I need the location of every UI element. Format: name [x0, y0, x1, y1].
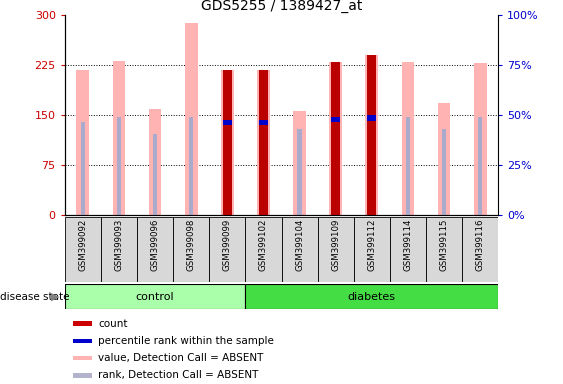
Bar: [259, 120, 268, 125]
Bar: [137, 217, 173, 282]
Text: GSM399093: GSM399093: [114, 219, 123, 271]
Text: GSM399098: GSM399098: [187, 219, 196, 271]
Bar: [259, 70, 268, 215]
Text: GSM399116: GSM399116: [476, 219, 485, 271]
Bar: [223, 120, 232, 125]
Bar: [245, 284, 498, 309]
Bar: [331, 62, 340, 215]
Text: percentile rank within the sample: percentile rank within the sample: [98, 336, 274, 346]
Text: GSM399114: GSM399114: [404, 219, 413, 271]
Bar: [117, 116, 121, 215]
Bar: [365, 55, 378, 215]
Text: rank, Detection Call = ABSENT: rank, Detection Call = ABSENT: [98, 371, 258, 381]
Text: GSM399109: GSM399109: [331, 219, 340, 271]
Bar: [390, 217, 426, 282]
Bar: [245, 217, 282, 282]
Bar: [401, 62, 414, 215]
Bar: [77, 70, 89, 215]
Bar: [282, 217, 318, 282]
Text: value, Detection Call = ABSENT: value, Detection Call = ABSENT: [98, 353, 263, 363]
Bar: [149, 109, 162, 215]
Bar: [73, 356, 92, 360]
Bar: [73, 339, 92, 343]
Bar: [153, 134, 157, 215]
Text: disease state: disease state: [0, 291, 73, 302]
Bar: [209, 217, 245, 282]
Bar: [101, 217, 137, 282]
Bar: [257, 70, 270, 215]
Bar: [462, 217, 498, 282]
Bar: [329, 62, 342, 215]
Bar: [318, 217, 354, 282]
Bar: [113, 61, 125, 215]
Text: control: control: [136, 291, 175, 302]
Bar: [221, 70, 234, 215]
Bar: [81, 122, 85, 215]
Text: GSM399099: GSM399099: [223, 219, 232, 271]
Text: count: count: [98, 319, 128, 329]
Bar: [189, 116, 193, 215]
Text: GSM399092: GSM399092: [78, 219, 87, 271]
Text: GSM399102: GSM399102: [259, 219, 268, 271]
Bar: [65, 217, 101, 282]
Bar: [73, 321, 92, 326]
Text: GSM399115: GSM399115: [440, 219, 449, 271]
Bar: [297, 129, 302, 215]
Text: GSM399104: GSM399104: [295, 219, 304, 271]
Bar: [73, 373, 92, 377]
Bar: [442, 129, 446, 215]
Bar: [438, 103, 450, 215]
Text: ▶: ▶: [51, 291, 59, 302]
Text: GSM399112: GSM399112: [367, 219, 376, 271]
Text: GSM399096: GSM399096: [150, 219, 159, 271]
Bar: [367, 55, 376, 215]
Bar: [354, 217, 390, 282]
Bar: [478, 116, 482, 215]
Bar: [367, 115, 376, 121]
Bar: [426, 217, 462, 282]
Bar: [65, 284, 245, 309]
Bar: [185, 23, 198, 215]
Bar: [293, 111, 306, 215]
Title: GDS5255 / 1389427_at: GDS5255 / 1389427_at: [201, 0, 362, 13]
Bar: [173, 217, 209, 282]
Bar: [223, 70, 232, 215]
Text: diabetes: diabetes: [348, 291, 396, 302]
Bar: [331, 116, 340, 122]
Bar: [406, 116, 410, 215]
Bar: [474, 63, 486, 215]
